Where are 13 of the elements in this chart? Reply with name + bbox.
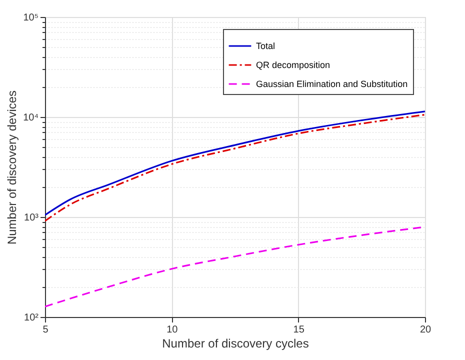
y-tick-label: 10²	[24, 312, 40, 324]
y-tick-label: 10⁵	[23, 12, 38, 24]
x-tick-label: 5	[42, 324, 49, 336]
x-tick-label: 10	[166, 324, 178, 336]
x-tick-label: 15	[293, 324, 305, 336]
x-tick-label: 20	[420, 324, 432, 336]
y-tick-label: 10⁴	[23, 112, 38, 124]
legend-label: Total	[256, 41, 276, 51]
y-tick-label: 10³	[24, 212, 40, 224]
legend-label: QR decomposition	[256, 60, 330, 70]
x-axis-title: Number of discovery cycles	[162, 336, 309, 350]
y-axis-title: Number of discovery devices	[5, 90, 20, 245]
legend-label: Gaussian Elimination and Substitution	[256, 79, 408, 89]
